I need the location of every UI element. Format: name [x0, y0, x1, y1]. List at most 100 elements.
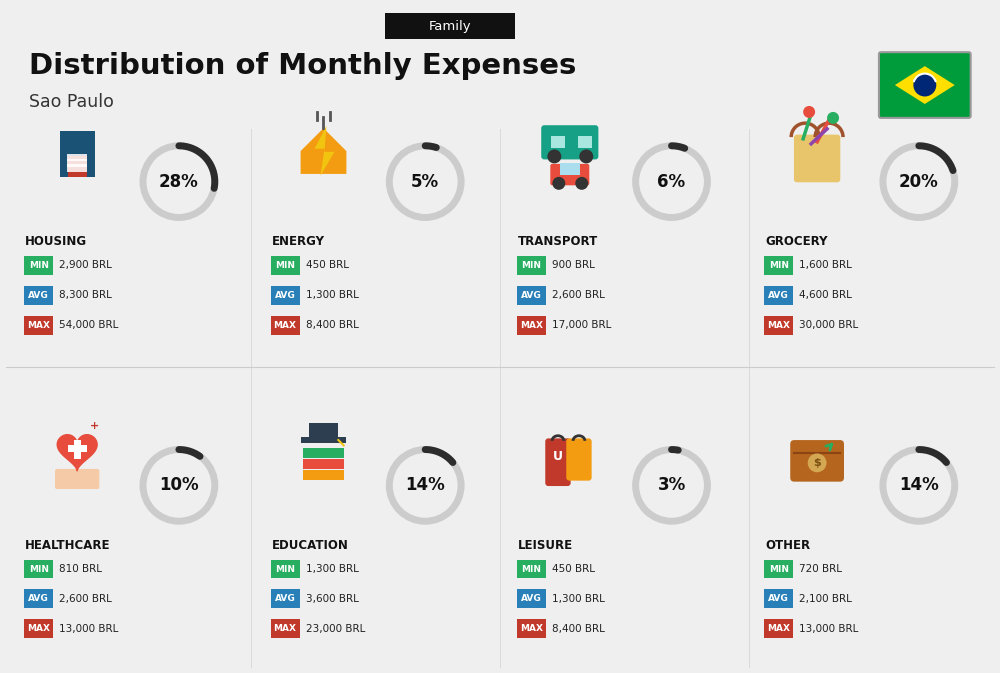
Text: MIN: MIN: [29, 565, 49, 573]
Text: 450 BRL: 450 BRL: [306, 260, 349, 271]
Text: MIN: MIN: [521, 565, 541, 573]
FancyBboxPatch shape: [764, 256, 793, 275]
FancyBboxPatch shape: [764, 316, 793, 334]
FancyBboxPatch shape: [517, 256, 546, 275]
FancyBboxPatch shape: [303, 448, 344, 458]
Circle shape: [803, 106, 815, 118]
FancyBboxPatch shape: [764, 590, 793, 608]
Circle shape: [552, 177, 565, 190]
FancyBboxPatch shape: [271, 316, 300, 334]
FancyBboxPatch shape: [541, 125, 598, 160]
Text: 450 BRL: 450 BRL: [552, 564, 595, 574]
Text: 23,000 BRL: 23,000 BRL: [306, 624, 365, 634]
FancyBboxPatch shape: [301, 437, 346, 443]
Text: 1,300 BRL: 1,300 BRL: [306, 564, 358, 574]
Text: 2,100 BRL: 2,100 BRL: [799, 594, 852, 604]
FancyBboxPatch shape: [74, 159, 80, 166]
FancyBboxPatch shape: [578, 136, 592, 148]
FancyBboxPatch shape: [517, 316, 546, 334]
Text: MAX: MAX: [520, 320, 543, 330]
Polygon shape: [315, 126, 334, 176]
FancyBboxPatch shape: [566, 438, 592, 481]
Text: 13,000 BRL: 13,000 BRL: [59, 624, 119, 634]
Text: 720 BRL: 720 BRL: [799, 564, 842, 574]
Text: MAX: MAX: [520, 625, 543, 633]
Text: 2,600 BRL: 2,600 BRL: [59, 594, 112, 604]
Text: MIN: MIN: [521, 261, 541, 270]
FancyBboxPatch shape: [764, 619, 793, 638]
FancyBboxPatch shape: [271, 590, 300, 608]
Text: MAX: MAX: [274, 320, 297, 330]
Circle shape: [808, 454, 827, 472]
Text: ENERGY: ENERGY: [272, 235, 325, 248]
Circle shape: [575, 177, 588, 190]
FancyBboxPatch shape: [271, 559, 300, 579]
FancyBboxPatch shape: [550, 164, 589, 185]
FancyBboxPatch shape: [74, 153, 80, 161]
FancyBboxPatch shape: [74, 439, 81, 460]
FancyBboxPatch shape: [80, 164, 87, 172]
Text: 8,300 BRL: 8,300 BRL: [59, 290, 112, 300]
Text: AVG: AVG: [768, 594, 789, 604]
FancyBboxPatch shape: [55, 469, 99, 489]
FancyBboxPatch shape: [551, 136, 565, 148]
Text: 10%: 10%: [159, 476, 199, 495]
Text: 900 BRL: 900 BRL: [552, 260, 595, 271]
FancyBboxPatch shape: [764, 559, 793, 579]
Text: MAX: MAX: [27, 625, 50, 633]
FancyBboxPatch shape: [80, 159, 87, 166]
Text: MIN: MIN: [769, 565, 789, 573]
Text: Sao Paulo: Sao Paulo: [29, 93, 114, 111]
FancyBboxPatch shape: [879, 52, 971, 118]
FancyBboxPatch shape: [303, 459, 344, 469]
FancyBboxPatch shape: [68, 156, 87, 176]
Text: MAX: MAX: [767, 625, 790, 633]
Text: AVG: AVG: [275, 291, 295, 299]
Text: 1,300 BRL: 1,300 BRL: [306, 290, 358, 300]
Text: OTHER: OTHER: [765, 538, 810, 552]
FancyBboxPatch shape: [74, 164, 80, 172]
Text: HOUSING: HOUSING: [25, 235, 87, 248]
FancyBboxPatch shape: [24, 256, 53, 275]
Circle shape: [547, 149, 561, 164]
FancyBboxPatch shape: [67, 164, 74, 172]
FancyBboxPatch shape: [24, 590, 53, 608]
Text: MAX: MAX: [27, 320, 50, 330]
FancyBboxPatch shape: [517, 286, 546, 305]
Text: AVG: AVG: [768, 291, 789, 299]
Circle shape: [579, 149, 593, 164]
FancyBboxPatch shape: [385, 13, 515, 39]
Text: 1,600 BRL: 1,600 BRL: [799, 260, 852, 271]
FancyBboxPatch shape: [560, 163, 580, 175]
FancyBboxPatch shape: [309, 423, 338, 437]
Polygon shape: [301, 129, 346, 174]
Text: +: +: [90, 421, 99, 431]
FancyBboxPatch shape: [68, 445, 87, 452]
FancyBboxPatch shape: [67, 159, 74, 166]
Text: 20%: 20%: [899, 173, 939, 190]
FancyBboxPatch shape: [517, 590, 546, 608]
Text: 17,000 BRL: 17,000 BRL: [552, 320, 611, 330]
FancyBboxPatch shape: [517, 619, 546, 638]
FancyBboxPatch shape: [67, 153, 74, 161]
Circle shape: [913, 73, 936, 96]
Text: 4,600 BRL: 4,600 BRL: [799, 290, 852, 300]
Circle shape: [827, 112, 839, 124]
Text: 54,000 BRL: 54,000 BRL: [59, 320, 119, 330]
Polygon shape: [57, 435, 97, 470]
FancyBboxPatch shape: [790, 440, 844, 482]
FancyBboxPatch shape: [24, 559, 53, 579]
Text: MAX: MAX: [767, 320, 790, 330]
Text: $: $: [813, 458, 821, 468]
Polygon shape: [895, 66, 955, 104]
Text: MIN: MIN: [275, 565, 295, 573]
Text: 6%: 6%: [657, 173, 686, 190]
Text: LEISURE: LEISURE: [518, 538, 573, 552]
FancyBboxPatch shape: [271, 256, 300, 275]
Text: MIN: MIN: [275, 261, 295, 270]
Text: U: U: [553, 450, 563, 462]
Text: Distribution of Monthly Expenses: Distribution of Monthly Expenses: [29, 52, 577, 80]
Text: AVG: AVG: [521, 291, 542, 299]
Text: AVG: AVG: [275, 594, 295, 604]
FancyBboxPatch shape: [271, 619, 300, 638]
